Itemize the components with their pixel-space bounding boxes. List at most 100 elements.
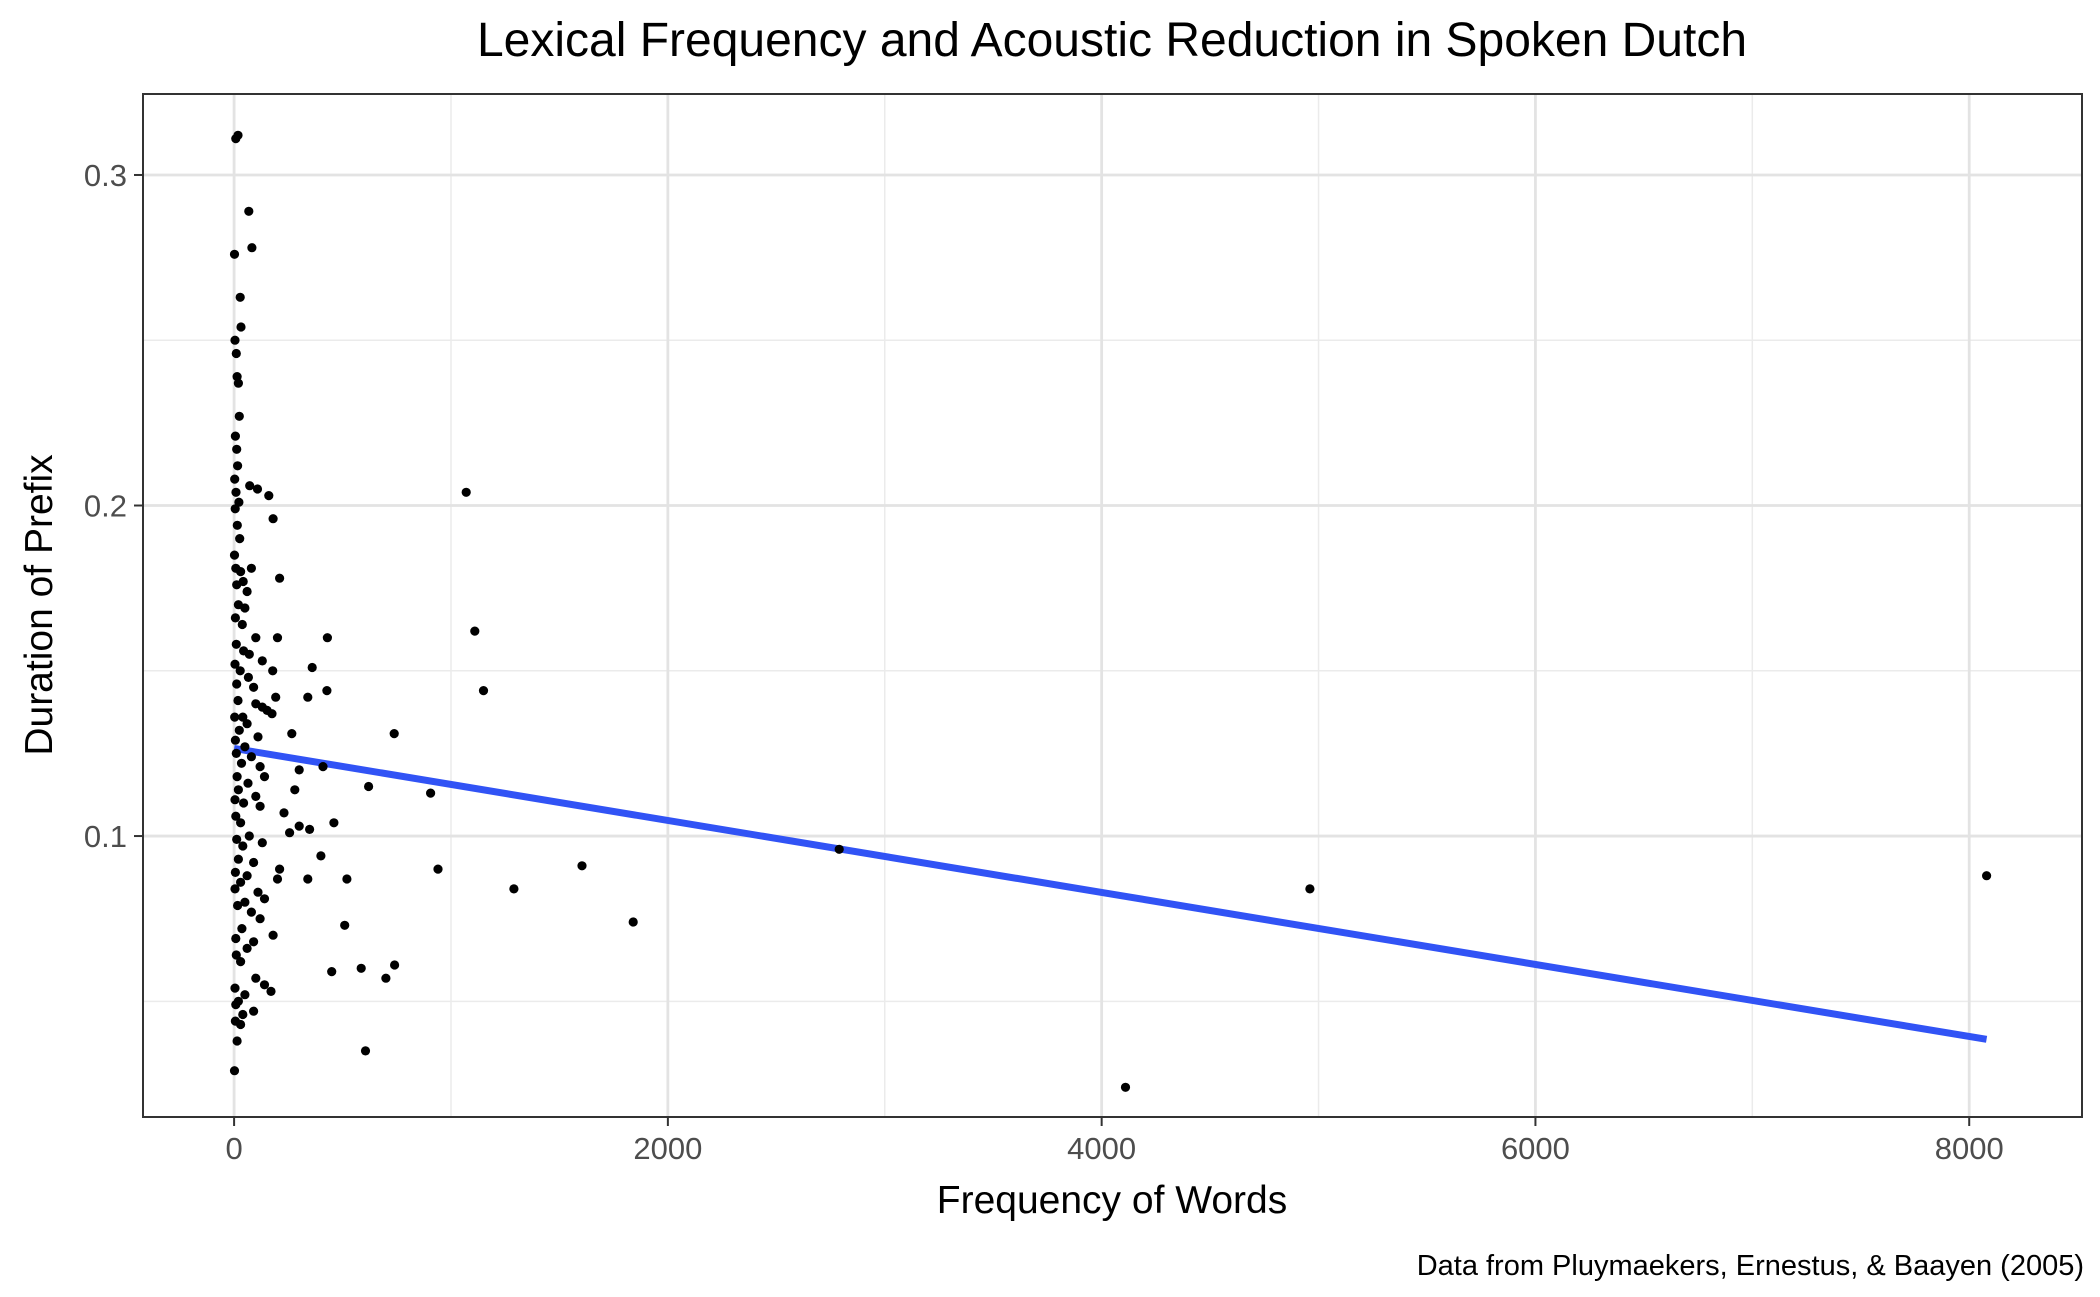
data-point — [233, 900, 243, 911]
data-point — [628, 917, 638, 927]
data-point — [327, 967, 337, 977]
data-point — [834, 844, 844, 854]
data-point — [231, 1000, 241, 1010]
data-point — [257, 656, 267, 666]
data-point — [252, 484, 263, 494]
data-point — [279, 808, 289, 818]
data-point — [236, 818, 246, 828]
data-point — [266, 986, 276, 997]
data-point — [242, 871, 252, 881]
data-point — [303, 692, 313, 702]
data-point — [259, 980, 270, 990]
data-point — [240, 603, 250, 613]
data-point — [231, 639, 241, 649]
data-point — [255, 801, 265, 811]
x-tick-label: 8000 — [1935, 1131, 2004, 1166]
data-point — [235, 292, 245, 302]
data-point — [253, 732, 263, 742]
y-tick-label: 0.1 — [84, 819, 127, 854]
data-point — [257, 838, 267, 848]
data-point — [230, 613, 240, 623]
data-point — [246, 907, 256, 917]
data-point — [509, 884, 519, 894]
data-point — [340, 920, 350, 930]
data-point — [268, 514, 278, 524]
data-point — [233, 695, 243, 706]
data-point — [329, 818, 339, 828]
data-point — [242, 943, 252, 954]
data-point — [275, 573, 285, 583]
data-point — [249, 1006, 259, 1016]
data-point — [230, 712, 240, 722]
data-point — [231, 348, 241, 359]
data-point — [251, 633, 261, 643]
chart-title: Lexical Frequency and Acoustic Reduction… — [477, 14, 1747, 67]
data-point — [259, 894, 270, 904]
data-point — [1305, 884, 1315, 894]
data-point — [230, 504, 240, 514]
data-point — [229, 249, 240, 259]
data-point — [364, 781, 374, 792]
data-point — [236, 957, 246, 967]
data-point — [232, 444, 242, 454]
data-point — [433, 864, 443, 874]
data-point — [243, 672, 253, 683]
data-point — [272, 633, 283, 643]
data-point — [238, 576, 248, 587]
data-point — [251, 791, 261, 802]
data-point — [389, 729, 399, 739]
data-point — [235, 666, 245, 676]
data-point — [233, 854, 243, 864]
data-point — [231, 933, 241, 944]
data-point — [267, 709, 277, 719]
data-point — [231, 950, 241, 960]
data-point — [461, 487, 471, 497]
data-point — [236, 567, 246, 577]
data-point — [230, 431, 240, 441]
data-point — [360, 1046, 371, 1056]
data-point — [294, 821, 304, 831]
y-tick-label: 0.3 — [84, 158, 127, 193]
data-point — [233, 378, 243, 388]
data-point — [232, 520, 242, 530]
x-tick-label: 0 — [225, 1131, 242, 1166]
data-point — [238, 841, 248, 851]
data-point — [290, 785, 300, 795]
data-point — [244, 206, 254, 216]
data-point — [236, 322, 246, 332]
data-point — [390, 960, 400, 970]
x-tick-label: 2000 — [633, 1131, 702, 1166]
data-point — [232, 772, 242, 782]
data-point — [271, 692, 281, 702]
data-point — [240, 897, 250, 907]
data-point — [237, 924, 247, 934]
data-point — [287, 729, 297, 739]
y-axis-ticks: 0.1 0.2 0.3 — [84, 158, 143, 854]
data-point — [238, 712, 248, 722]
data-point — [322, 686, 332, 696]
x-axis-title: Frequency of Words — [937, 1179, 1287, 1222]
x-axis-ticks: 0 2000 4000 6000 8000 — [225, 1117, 2004, 1166]
data-point — [230, 335, 240, 345]
data-point — [232, 1036, 242, 1046]
data-point — [244, 831, 254, 841]
data-point — [244, 649, 254, 659]
data-point — [237, 619, 247, 630]
data-points — [229, 130, 1992, 1092]
data-point — [268, 930, 278, 940]
plot-panel-border — [142, 93, 2083, 1118]
data-point — [577, 861, 587, 871]
data-point — [242, 719, 252, 729]
data-point — [316, 851, 326, 861]
data-point — [230, 735, 240, 745]
data-point — [229, 550, 240, 560]
data-point — [294, 765, 304, 775]
data-point — [243, 778, 253, 788]
data-point — [307, 662, 317, 673]
data-point — [426, 788, 436, 798]
data-point — [246, 752, 256, 762]
data-point — [230, 474, 240, 484]
data-point — [285, 828, 295, 838]
data-point — [381, 973, 391, 983]
